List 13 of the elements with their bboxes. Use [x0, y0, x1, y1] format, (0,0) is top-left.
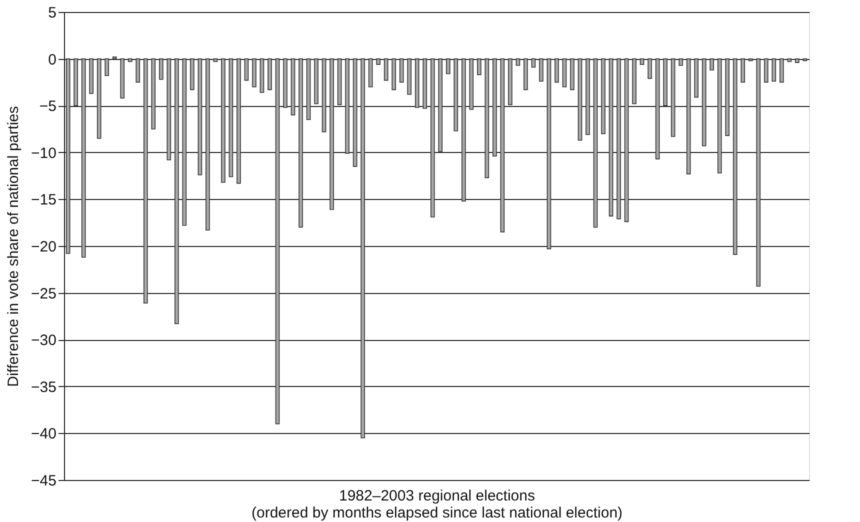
- x-axis-title: 1982–2003 regional elections (ordered by months elapsed since last national election): [251, 488, 623, 522]
- y-tick-label: −20: [31, 238, 56, 256]
- y-tick-label: −35: [31, 378, 56, 396]
- y-tick-label: −30: [31, 332, 56, 350]
- y-tick-label: 0: [48, 51, 56, 68]
- y-tick-label: −10: [31, 144, 56, 162]
- y-tick-label: −40: [31, 426, 56, 443]
- y-tick-label: −15: [31, 192, 56, 209]
- y-tick-label: −25: [31, 285, 56, 302]
- y-tick-label: −5: [39, 98, 56, 116]
- y-tick-label: −45: [31, 472, 56, 490]
- y-tick-label: 5: [48, 4, 56, 22]
- y-axis-title: Difference in vote share of national parties: [5, 106, 22, 387]
